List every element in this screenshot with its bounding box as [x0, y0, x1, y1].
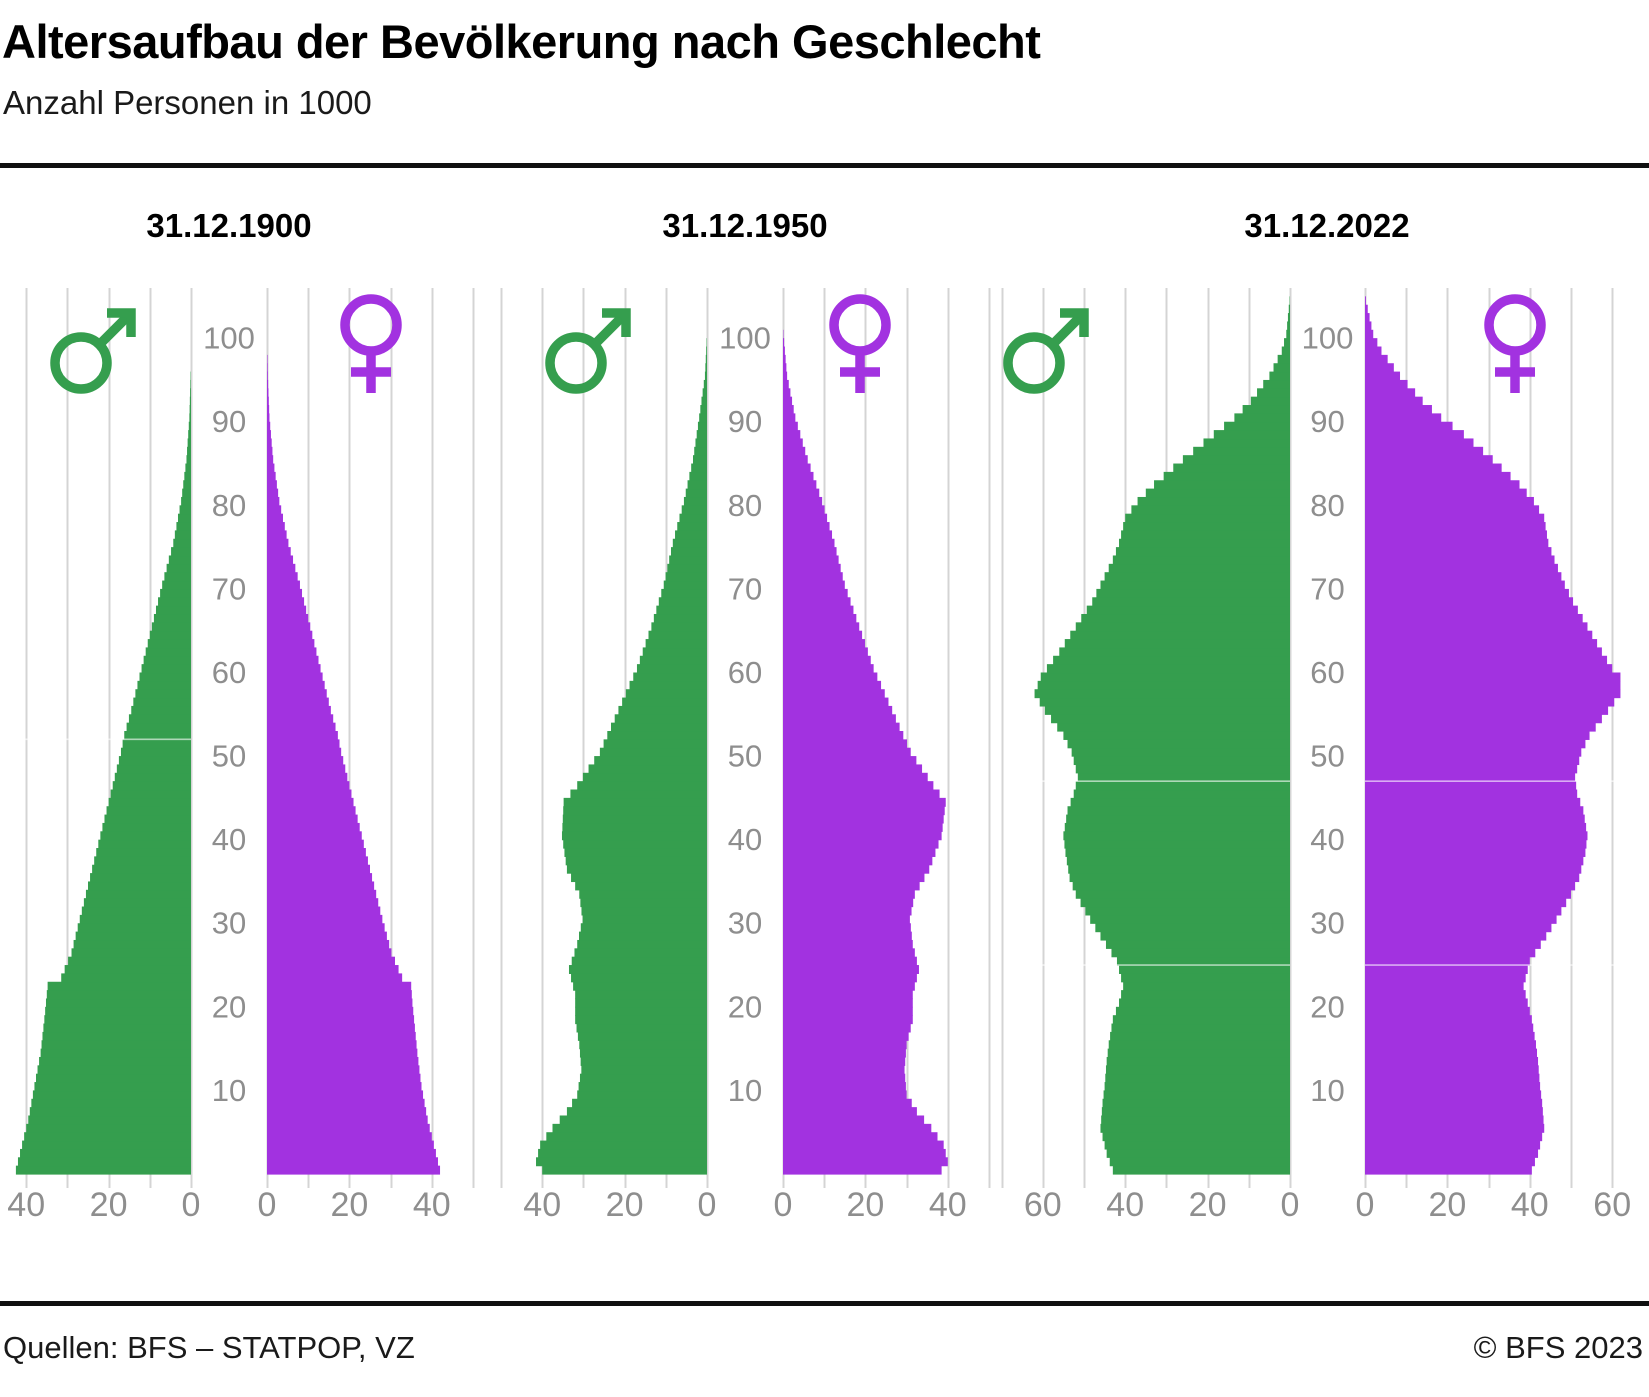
svg-text:90: 90	[1310, 404, 1344, 439]
svg-text:10: 10	[212, 1073, 246, 1108]
svg-text:100: 100	[719, 321, 771, 356]
svg-text:60: 60	[1310, 655, 1344, 690]
svg-text:60: 60	[1024, 1186, 1062, 1224]
svg-text:30: 30	[212, 906, 246, 941]
svg-text:0: 0	[258, 1186, 277, 1224]
male-bars	[536, 338, 707, 1175]
age-axis-labels: 10 20 30 40 50 60 70 80 90 100	[1302, 321, 1354, 1108]
svg-text:80: 80	[728, 488, 762, 523]
value-axis-labels: 60 40 20 0 0 20 40 60	[1024, 1186, 1631, 1224]
value-axis-labels: 40 20 0 0 20 40	[523, 1186, 966, 1224]
source-note: Quellen: BFS – STATPOP, VZ	[3, 1330, 415, 1365]
svg-text:70: 70	[728, 571, 762, 606]
panel-title-1950: 31.12.1950	[662, 207, 828, 244]
svg-text:20: 20	[846, 1186, 884, 1224]
svg-text:50: 50	[728, 739, 762, 774]
svg-text:100: 100	[203, 321, 255, 356]
copyright-note: © BFS 2023	[1473, 1330, 1643, 1365]
value-axis-labels: 40 20 0 0 20 40	[7, 1186, 450, 1224]
svg-text:40: 40	[523, 1186, 561, 1224]
age-axis-labels: 10 20 30 40 50 60 70 80 90 100	[719, 321, 771, 1108]
svg-text:20: 20	[330, 1186, 368, 1224]
svg-text:0: 0	[1356, 1186, 1375, 1224]
page-title: Altersaufbau der Bevölkerung nach Geschl…	[2, 15, 1041, 68]
pyramid-panel-1: 10 20 30 40 50 60 70 80 90 100 40 20 0 0 20 40	[500, 288, 991, 1224]
female-symbol-icon	[340, 294, 402, 393]
svg-text:20: 20	[606, 1186, 644, 1224]
svg-text:60: 60	[728, 655, 762, 690]
svg-text:40: 40	[7, 1186, 45, 1224]
panel-title-1900: 31.12.1900	[146, 207, 312, 244]
panel-title-2022: 31.12.2022	[1244, 207, 1410, 244]
female-bars	[267, 354, 441, 1175]
svg-text:50: 50	[212, 739, 246, 774]
female-bars	[1365, 296, 1621, 1175]
male-symbol-icon	[50, 308, 136, 394]
svg-text:10: 10	[728, 1073, 762, 1108]
svg-text:10: 10	[1310, 1073, 1344, 1108]
svg-text:0: 0	[774, 1186, 793, 1224]
svg-text:80: 80	[1310, 488, 1344, 523]
svg-text:70: 70	[212, 571, 246, 606]
svg-text:50: 50	[1310, 739, 1344, 774]
female-bars	[783, 329, 948, 1175]
svg-text:0: 0	[182, 1186, 201, 1224]
male-bars	[1034, 296, 1290, 1175]
male-symbol-icon	[1003, 308, 1089, 394]
svg-text:0: 0	[698, 1186, 717, 1224]
female-symbol-icon	[829, 294, 891, 393]
svg-text:20: 20	[1189, 1186, 1227, 1224]
svg-text:40: 40	[1511, 1186, 1549, 1224]
svg-text:100: 100	[1302, 321, 1354, 356]
svg-text:90: 90	[728, 404, 762, 439]
pyramid-panel-0: 10 20 30 40 50 60 70 80 90 100 40 20 0 0 20 40	[7, 288, 475, 1224]
svg-text:30: 30	[728, 906, 762, 941]
svg-text:20: 20	[1428, 1186, 1466, 1224]
svg-text:40: 40	[1106, 1186, 1144, 1224]
svg-text:30: 30	[1310, 906, 1344, 941]
svg-text:70: 70	[1310, 571, 1344, 606]
header-rule	[0, 163, 1649, 168]
svg-text:80: 80	[212, 488, 246, 523]
svg-text:60: 60	[212, 655, 246, 690]
svg-text:40: 40	[1310, 822, 1344, 857]
svg-text:20: 20	[212, 989, 246, 1024]
svg-text:60: 60	[1593, 1186, 1631, 1224]
female-symbol-icon	[1484, 294, 1546, 393]
male-symbol-icon	[545, 308, 631, 394]
svg-text:20: 20	[90, 1186, 128, 1224]
svg-text:20: 20	[728, 989, 762, 1024]
page-subtitle: Anzahl Personen in 1000	[3, 84, 372, 121]
pyramid-panel-2: 10 20 30 40 50 60 70 80 90 100 60 40 20 0 0 20 40 60	[1001, 288, 1638, 1224]
age-axis-labels: 10 20 30 40 50 60 70 80 90 100	[203, 321, 255, 1108]
svg-text:20: 20	[1310, 989, 1344, 1024]
svg-text:90: 90	[212, 404, 246, 439]
footer-rule	[0, 1301, 1649, 1306]
svg-text:40: 40	[929, 1186, 967, 1224]
svg-text:40: 40	[413, 1186, 451, 1224]
svg-text:0: 0	[1281, 1186, 1300, 1224]
svg-text:40: 40	[212, 822, 246, 857]
male-bars	[15, 371, 192, 1175]
svg-text:40: 40	[728, 822, 762, 857]
